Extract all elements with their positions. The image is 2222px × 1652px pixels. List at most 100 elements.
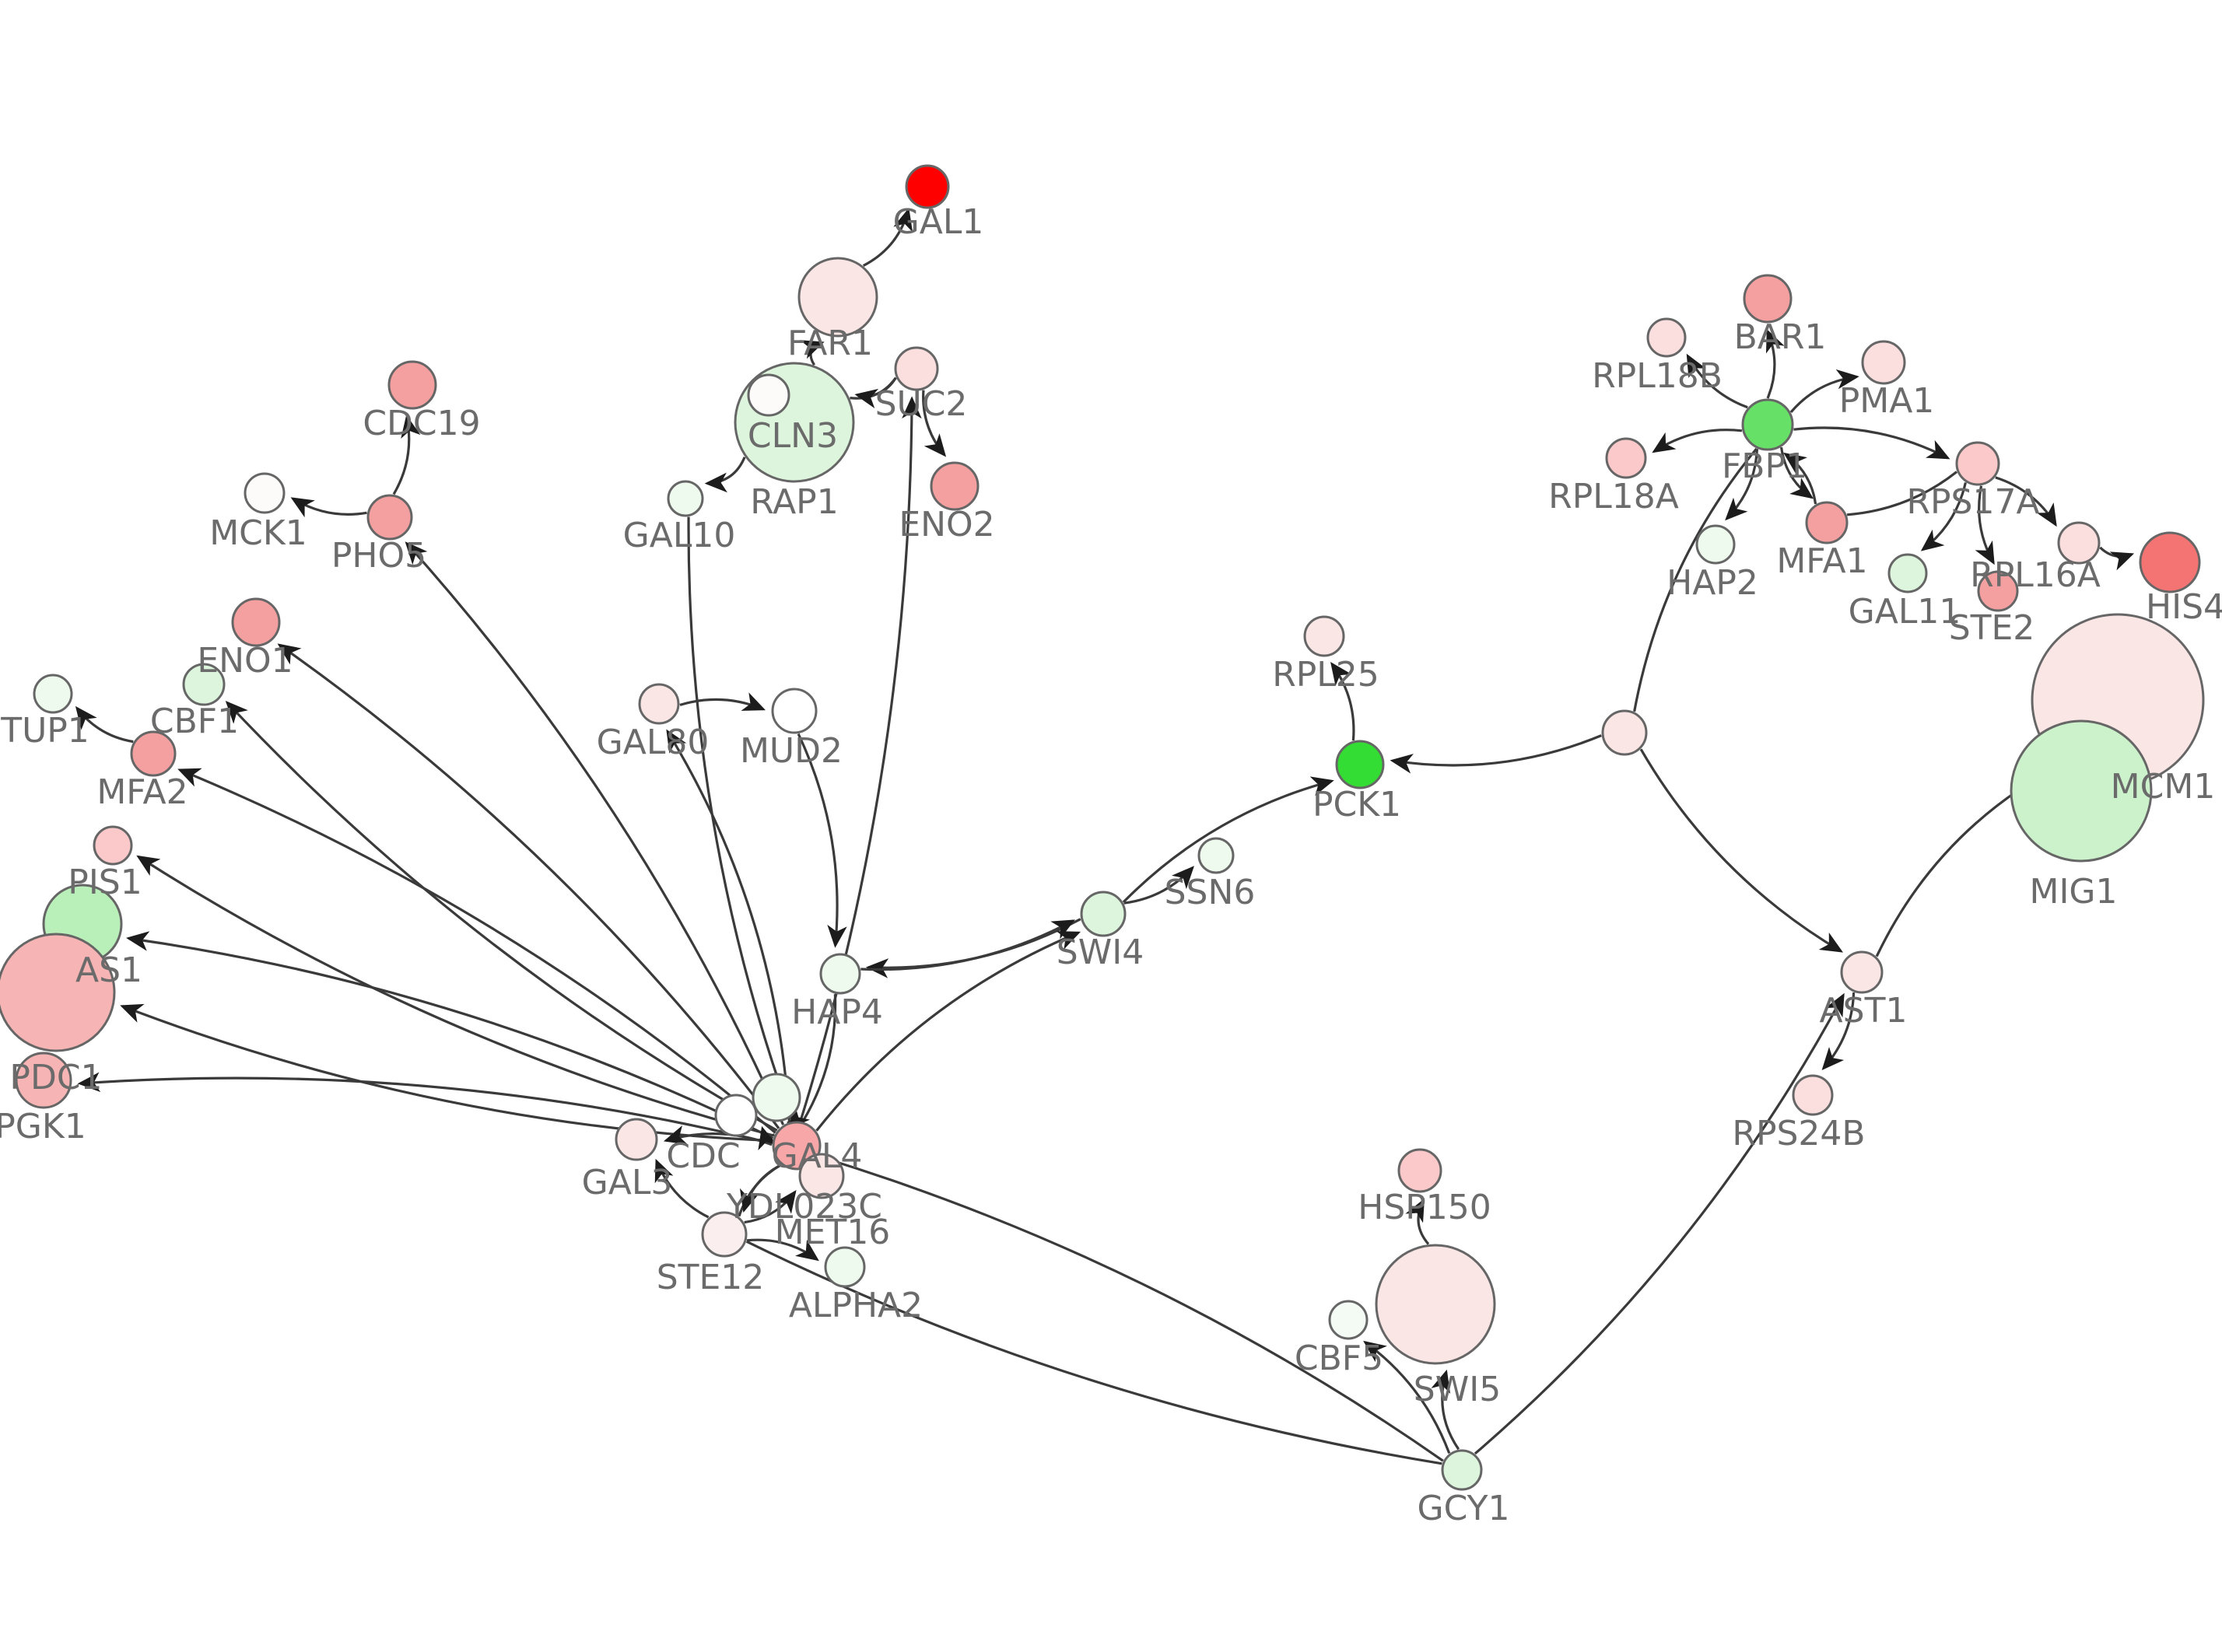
node-gcy1[interactable] (1441, 1449, 1483, 1491)
node-eno1[interactable] (231, 597, 281, 647)
edge-ste12-to-ydl023c (744, 1189, 797, 1224)
edge-rps17a-to-rpl16a (1995, 476, 2057, 527)
node-label-pho5: PHO5 (331, 536, 426, 576)
edge-fbp1-to-rpl18b (1686, 353, 1748, 409)
node-rpl16a[interactable] (2057, 521, 2101, 565)
node-pck1[interactable] (1335, 740, 1385, 789)
node-ste12[interactable] (701, 1211, 748, 1258)
edge-gal4-to-hub_w (758, 1125, 778, 1151)
node-gal80[interactable] (638, 683, 680, 725)
node-label-pgk1: PGK1 (0, 1107, 86, 1146)
node-gal3[interactable] (615, 1118, 658, 1161)
node-mfa1[interactable] (1805, 501, 1849, 544)
node-label-rap1: RAP1 (750, 482, 838, 522)
node-unlabeled[interactable] (752, 1073, 801, 1122)
edge-mud2-to-hap4 (797, 733, 847, 948)
node-rps17a[interactable] (1955, 441, 2000, 486)
node-far1[interactable] (797, 257, 878, 338)
edge-gcy1-to-swi5 (1431, 1369, 1460, 1451)
edge-rpl16a-to-his4 (2099, 546, 2135, 571)
node-layer (0, 164, 2205, 1491)
node-unlabeled[interactable] (714, 1094, 758, 1137)
edge-fbp1-to-hap2 (1725, 449, 1759, 521)
edge-swi4-to-pck1 (1122, 776, 1334, 904)
node-rpl18b[interactable] (1646, 317, 1687, 358)
edge-fbp1-to-mfa1 (1779, 446, 1814, 499)
node-bar1[interactable] (1743, 274, 1793, 324)
edge-gal4-to-cbf1 (225, 701, 778, 1132)
node-label-his4: HIS4 (2146, 587, 2222, 627)
node-pma1[interactable] (1861, 340, 1906, 385)
node-eno2[interactable] (930, 461, 980, 511)
node-ast1[interactable] (1840, 950, 1884, 994)
node-mfa2[interactable] (130, 730, 177, 777)
edge-gal4-to-pho5 (405, 541, 785, 1125)
node-label-swi4: SWI4 (1057, 933, 1144, 972)
edge-swi4-to-hap4 (865, 918, 1081, 978)
edge-hub_a-to-pck1 (1390, 734, 1602, 774)
node-hsp150[interactable] (1397, 1148, 1442, 1193)
node-ydl023c[interactable] (798, 1153, 845, 1199)
edge-mfa1-to-fbp1 (1783, 452, 1817, 505)
node-suc2[interactable] (894, 346, 939, 391)
node-label-suc2: SUC2 (875, 384, 968, 424)
edge-swi5-to-hsp150 (1405, 1198, 1430, 1245)
node-gal1[interactable] (905, 164, 950, 209)
node-his4[interactable] (2139, 531, 2201, 593)
node-cbf5[interactable] (1328, 1300, 1369, 1340)
edge-rps17a-to-gal11 (1920, 482, 1967, 551)
edge-gal4-to-mfa2 (177, 768, 776, 1134)
node-rpl18a[interactable] (1605, 437, 1647, 479)
node-pdc1[interactable] (0, 933, 116, 1052)
edge-pho5-to-mck1 (290, 497, 367, 518)
node-mck1[interactable] (244, 472, 286, 514)
edge-fbp1-to-bar1 (1765, 329, 1785, 399)
node-mig1[interactable] (2010, 719, 2153, 863)
node-label-tup1: TUP1 (0, 711, 89, 751)
node-swi4[interactable] (1080, 891, 1127, 937)
node-rpl25[interactable] (1303, 615, 1345, 657)
node-unlabeled[interactable] (747, 373, 790, 417)
node-pho5[interactable] (366, 494, 413, 541)
node-swi5[interactable] (1375, 1244, 1496, 1365)
node-label-gal80: GAL80 (597, 723, 710, 762)
edge-mfa2-to-tup1 (75, 705, 134, 744)
node-fbp1[interactable] (1741, 398, 1794, 451)
node-hap2[interactable] (1695, 524, 1736, 565)
edge-ast1-to-rps24b (1821, 992, 1856, 1071)
node-gal11[interactable] (1887, 553, 1928, 593)
node-cdc19[interactable] (387, 360, 437, 410)
edge-suc2-to-eno2 (922, 390, 947, 457)
node-alpha2[interactable] (824, 1246, 866, 1288)
node-pgk1[interactable] (15, 1052, 72, 1109)
edge-fbp1-to-pma1 (1789, 369, 1859, 413)
node-ssn6[interactable] (1197, 837, 1235, 874)
node-tup1[interactable] (33, 674, 73, 714)
node-hap4[interactable] (819, 953, 861, 995)
node-mud2[interactable] (771, 688, 818, 734)
node-label-gal1: GAL1 (893, 202, 984, 242)
edge-gal4-to-pdc1 (120, 1003, 773, 1143)
node-gal10[interactable] (667, 480, 704, 517)
edge-far1-to-gal1 (862, 208, 913, 268)
edge-gal4-to-ste12 (739, 1164, 782, 1213)
node-rps24b[interactable] (1792, 1074, 1834, 1116)
edge-swi4-to-ssn6 (1123, 866, 1194, 905)
node-label-fbp1: FBP1 (1722, 446, 1807, 486)
node-cbf1[interactable] (182, 663, 226, 706)
node-pis1[interactable] (93, 825, 133, 866)
node-ste2[interactable] (1977, 570, 2019, 612)
node-label-cbf1: CBF1 (150, 702, 239, 741)
node-label-alpha2: ALPHA2 (789, 1286, 923, 1325)
edge-rps17a-to-mfa1 (1846, 471, 1957, 516)
node-label-far1: FAR1 (787, 324, 873, 363)
edge-pck1-to-rpl25 (1330, 662, 1355, 741)
node-label-gal4: GAL4 (772, 1136, 863, 1176)
node-label-rpl18a: RPL18A (1548, 477, 1679, 516)
node-unlabeled[interactable] (1601, 709, 1648, 756)
edge-layer (75, 208, 2135, 1465)
edge-rps17a-to-ste2 (1975, 485, 1995, 565)
edge-gal4-to-pgk1 (77, 1072, 773, 1145)
node-label-rpl18b: RPL18B (1592, 356, 1723, 396)
